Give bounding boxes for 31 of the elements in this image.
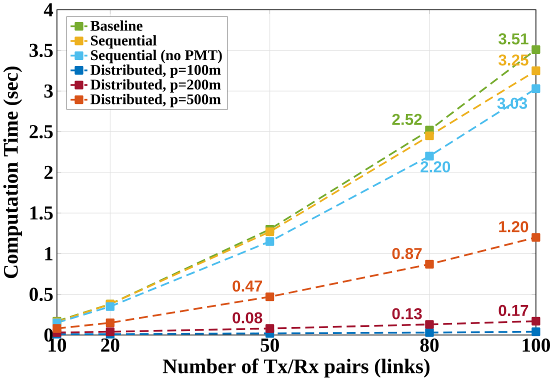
x-tick-label: 20 <box>101 338 120 352</box>
y-tick-label: 1 <box>45 247 52 260</box>
data-label: 0.17 <box>498 304 528 316</box>
data-label: 2.52 <box>392 114 422 126</box>
y-tick-label: 2 <box>44 166 53 179</box>
x-axis-title: Number of Tx/Rx pairs (links) <box>162 358 430 378</box>
x-tick-label: 100 <box>522 338 550 352</box>
legend-label: Sequential (no PMT) <box>91 50 222 64</box>
legend-label: Sequential <box>91 35 157 49</box>
data-label: 3.51 <box>498 33 528 45</box>
data-label: 3.25 <box>498 54 528 66</box>
legend-label: Baseline <box>90 20 142 31</box>
legend-label: Distributed, p=100m <box>90 64 221 78</box>
data-label: 2.20 <box>420 161 450 173</box>
x-tick-label: 80 <box>420 338 439 352</box>
y-axis-title: Computation Time (sec) <box>3 66 22 278</box>
legend-label: Distributed, p=200m <box>90 79 221 93</box>
data-label: 1.20 <box>499 221 528 232</box>
y-tick-label: 4 <box>44 3 54 16</box>
y-tick-label: 3 <box>44 84 53 98</box>
y-tick-label: 0.5 <box>30 288 53 302</box>
data-label: 3.03 <box>497 98 528 109</box>
x-tick-label: 50 <box>260 338 279 352</box>
y-tick-label: 1.5 <box>30 206 53 220</box>
data-label: 0.47 <box>232 280 262 292</box>
data-label: 0.87 <box>392 248 422 260</box>
y-tick-label: 2.5 <box>30 125 53 138</box>
data-label: 0.13 <box>392 308 422 320</box>
legend-label: Distributed, p=500m <box>90 94 221 108</box>
data-label: 0.08 <box>232 312 262 324</box>
y-tick-label: 3.5 <box>30 44 53 58</box>
